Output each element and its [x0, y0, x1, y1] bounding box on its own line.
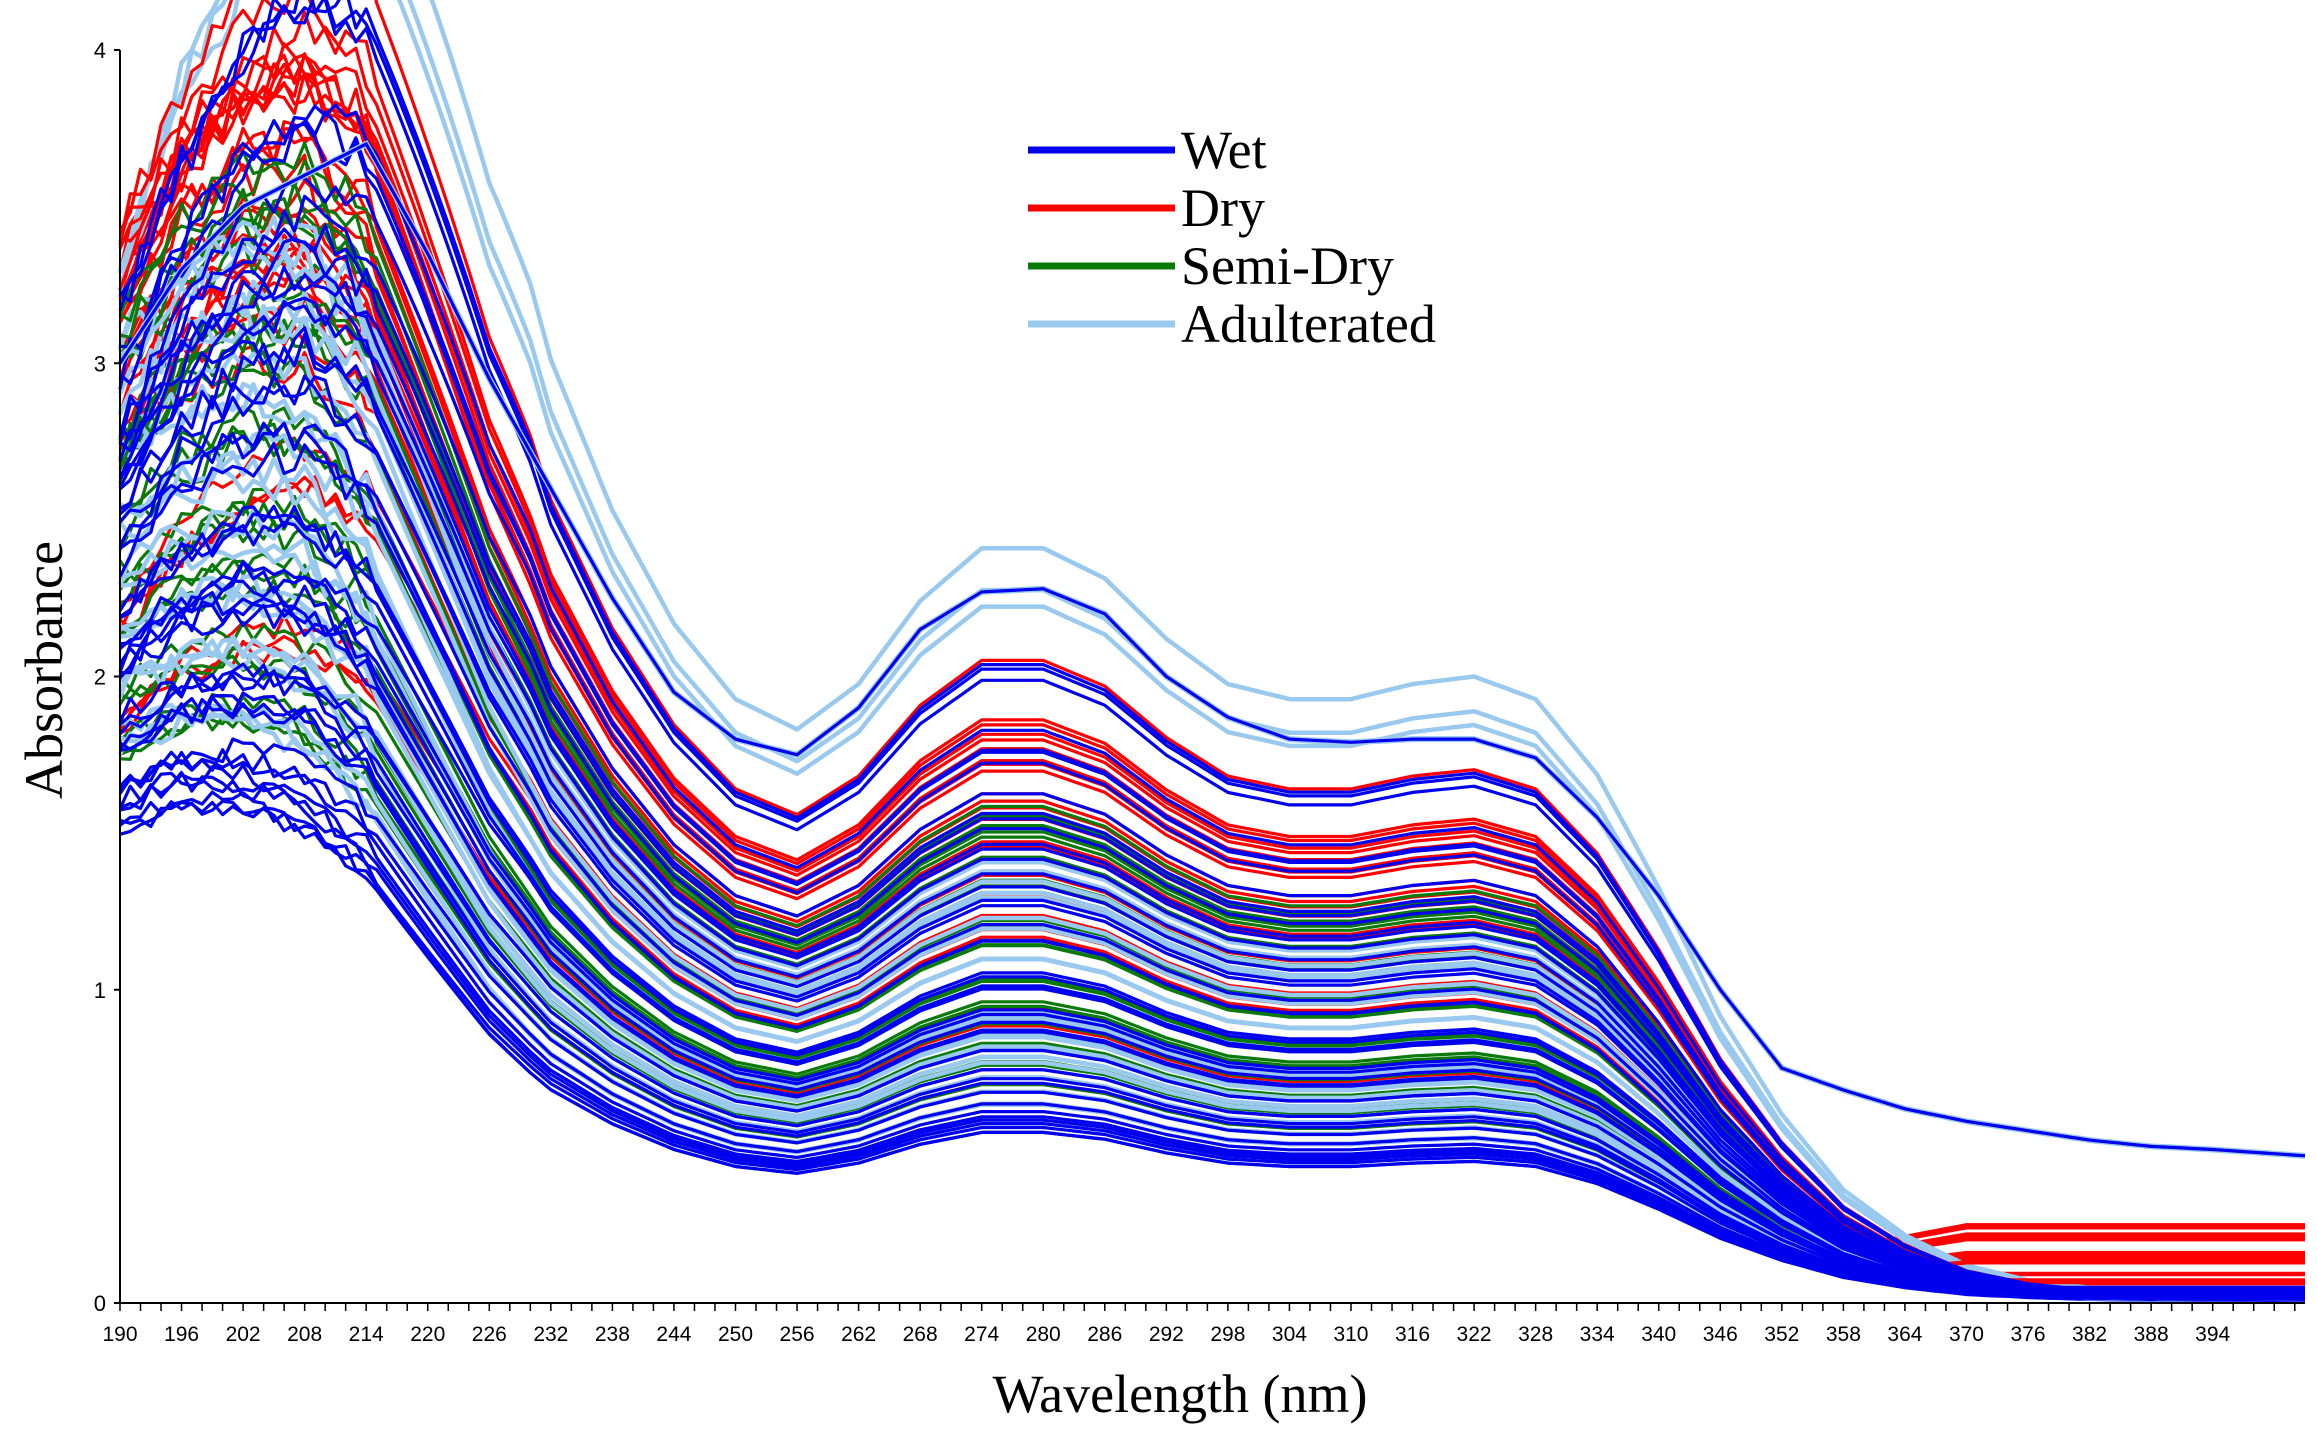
x-tick-label: 364 [1887, 1323, 1922, 1346]
spectrum-line-adulterated [117, 0, 2305, 1291]
x-tick-label: 208 [287, 1323, 322, 1346]
tick-labels: 0 1 2 3 4 190 196 202 208 214 220 226 232 238 244 250 25… [94, 38, 2231, 1346]
x-axis-label: Wavelength (nm) [992, 1364, 1367, 1424]
x-tick-label: 376 [2011, 1323, 2046, 1346]
x-tick-label: 322 [1457, 1323, 1492, 1346]
axes [114, 49, 2305, 1311]
x-tick-label: 274 [964, 1323, 999, 1346]
x-tick-label: 220 [410, 1323, 445, 1346]
x-tick-label: 226 [472, 1323, 507, 1346]
y-tick-label: 2 [94, 665, 106, 690]
x-tick-label: 328 [1518, 1323, 1553, 1346]
x-tick-label: 238 [595, 1323, 630, 1346]
x-tick-label: 244 [656, 1323, 691, 1346]
x-tick-label: 190 [102, 1323, 137, 1346]
legend-label-semi-dry: Semi-Dry [1181, 236, 1394, 296]
x-tick-label: 382 [2072, 1323, 2107, 1346]
spectra-lines [117, 0, 2306, 1304]
x-tick-label: 250 [718, 1323, 753, 1346]
spectrum-line-wet [118, 122, 2305, 1295]
x-tick-label: 394 [2195, 1323, 2230, 1346]
x-tick-label: 310 [1333, 1323, 1368, 1346]
x-tick-label: 334 [1580, 1323, 1615, 1346]
spectrum-line-wet [118, 0, 2305, 1292]
spectrum-line-dry [118, 54, 2305, 1251]
x-tick-label: 346 [1703, 1323, 1738, 1346]
spectrum-line-wet [119, 504, 2305, 1291]
x-tick-label: 268 [903, 1323, 938, 1346]
x-tick-label: 316 [1395, 1323, 1430, 1346]
x-tick-label: 256 [780, 1323, 815, 1346]
x-tick-label: 196 [164, 1323, 199, 1346]
x-tick-label: 304 [1272, 1323, 1307, 1346]
x-tick-label: 232 [533, 1323, 568, 1346]
spectrum-line-adulterated [117, 0, 2306, 1299]
x-tick-label: 280 [1026, 1323, 1061, 1346]
legend-label-wet: Wet [1181, 120, 1267, 180]
x-tick-label: 388 [2134, 1323, 2169, 1346]
x-tick-label: 262 [841, 1323, 876, 1346]
x-tick-label: 340 [1641, 1323, 1676, 1346]
y-tick-label: 3 [94, 351, 106, 376]
spectrum-line-wet [118, 326, 2305, 1289]
x-tick-label: 298 [1210, 1323, 1245, 1346]
x-tick-label: 370 [1949, 1323, 1984, 1346]
legend-label-dry: Dry [1181, 178, 1265, 238]
y-tick-label: 1 [94, 978, 106, 1003]
spectrum-line-wet [118, 224, 2306, 1300]
x-tick-label: 292 [1149, 1323, 1184, 1346]
y-tick-label: 0 [94, 1291, 106, 1316]
x-tick-label: 202 [226, 1323, 261, 1346]
x-tick-label: 214 [349, 1323, 384, 1346]
spectrum-line-wet [118, 421, 2305, 1301]
x-tick-label: 286 [1087, 1323, 1122, 1346]
x-tick-label: 358 [1826, 1323, 1861, 1346]
y-axis-label: Absorbance [14, 541, 74, 799]
spectrum-line-adulterated [119, 582, 2305, 1298]
outlier-line-wet [118, 141, 2306, 1158]
x-tick-label: 352 [1764, 1323, 1799, 1346]
legend-label-adulterated: Adulterated [1181, 294, 1436, 354]
y-tick-label: 4 [94, 38, 106, 63]
